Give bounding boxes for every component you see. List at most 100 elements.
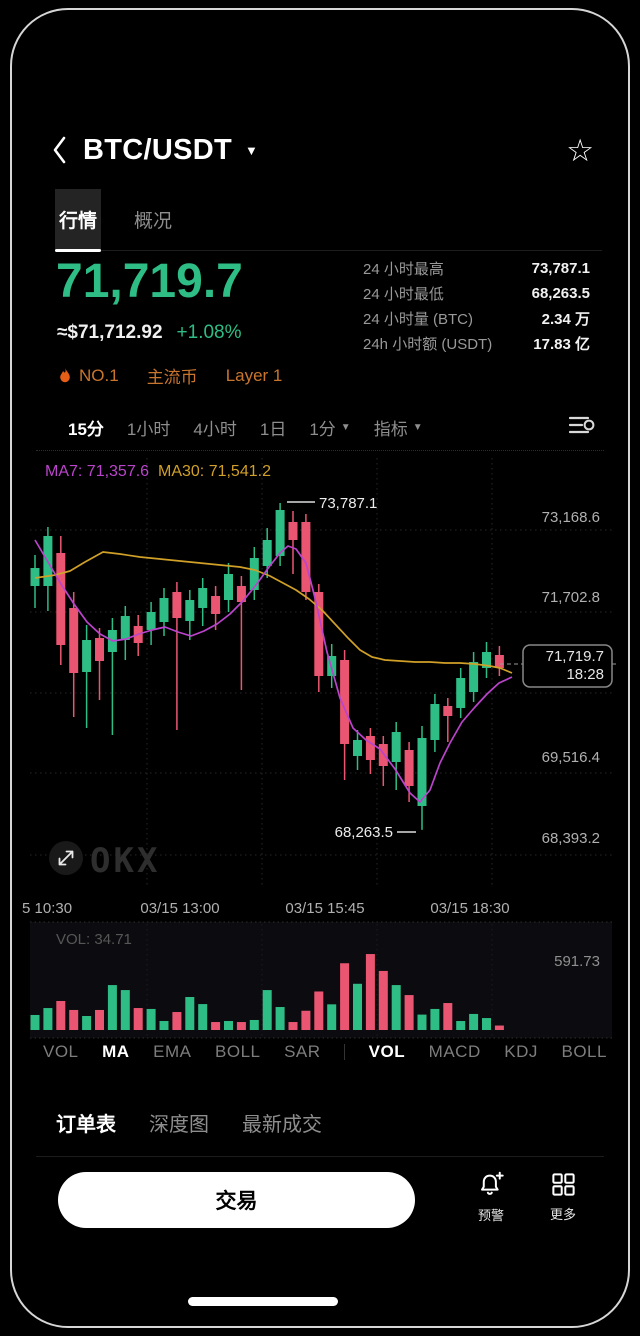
volume-bar — [82, 1016, 92, 1030]
timeframe-bar: 15分 1小时 4小时 1日 1分 ▼ 指标 ▼ — [68, 415, 596, 440]
indicator-vol-sub[interactable]: VOL — [368, 1042, 406, 1061]
candle-body — [482, 652, 491, 668]
home-indicator[interactable] — [188, 1297, 338, 1306]
volume-bar — [365, 954, 375, 1030]
candle-body — [69, 608, 79, 673]
indicator-macd[interactable]: MACD — [428, 1042, 481, 1061]
volume-bar — [159, 1021, 169, 1030]
price-tag-time: 18:28 — [566, 666, 604, 683]
page-title: BTC/USDT — [83, 133, 232, 166]
pair-dropdown-icon[interactable]: ▼ — [245, 142, 258, 158]
tab-depth-chart[interactable]: 深度图 — [149, 1114, 209, 1136]
bottom-tabs: 订单表 深度图 最新成交 — [56, 1108, 322, 1137]
indicator-sar[interactable]: SAR — [284, 1042, 321, 1061]
indicator-ema[interactable]: EMA — [153, 1042, 192, 1061]
indicator-boll-main[interactable]: BOLL — [215, 1042, 261, 1061]
stat-value: 68,263.5 — [531, 285, 590, 302]
indicator-kdj[interactable]: KDJ — [504, 1042, 538, 1061]
candle-body — [314, 592, 324, 676]
more-button[interactable]: 更多 — [535, 1171, 591, 1223]
volume-bar — [172, 1012, 182, 1030]
candlestick-chart[interactable]: MA7: 71,357.6 MA30: 71,541.2 73,787.1 68,26… — [20, 455, 620, 1040]
volume-bar — [69, 1009, 79, 1030]
stat-label: 24h 小时额 (USDT) — [363, 336, 493, 353]
bottom-tabs-divider — [36, 1156, 604, 1157]
tab-quotes[interactable]: 行情 — [55, 189, 102, 252]
timeframe-1h[interactable]: 1小时 — [126, 420, 171, 439]
expand-arrows-icon — [58, 850, 74, 866]
indicator-boll-sub[interactable]: BOLL — [561, 1042, 607, 1061]
volume-bar — [430, 1008, 440, 1030]
interval-dropdown[interactable]: 1分 ▼ — [309, 415, 350, 440]
token-badges: NO.1 主流币 Layer 1 — [58, 363, 310, 388]
stat-row-low: 24 小时最低 68,263.5 — [363, 281, 590, 306]
fiat-value: ≈$71,712.92 — [57, 322, 163, 343]
badge-layer[interactable]: Layer 1 — [225, 365, 283, 385]
interval-dropdown-label: 1分 — [309, 420, 336, 439]
chart-settings-icon[interactable] — [568, 415, 596, 440]
indicator-ma[interactable]: MA — [102, 1042, 130, 1061]
y-axis-label: 68,393.2 — [542, 830, 600, 847]
timeframe-1d[interactable]: 1日 — [259, 420, 287, 439]
indicator-bar: VOL MA EMA BOLL SAR VOL MACD KDJ BOLL — [43, 1042, 607, 1062]
volume-bar — [95, 1009, 104, 1030]
volume-bar — [146, 1008, 156, 1030]
candle-body — [236, 586, 246, 602]
volume-current-label: VOL: 34.71 — [56, 931, 132, 948]
ma7-line — [34, 539, 513, 803]
volume-bar — [404, 995, 414, 1030]
flame-icon — [60, 367, 70, 382]
volume-bar — [275, 1007, 285, 1030]
tab-overview[interactable]: 概况 — [134, 211, 173, 232]
candle-body — [404, 750, 414, 786]
candle-body — [378, 744, 388, 766]
indicator-dropdown-label: 指标 — [373, 420, 408, 439]
tab-latest-trades[interactable]: 最新成交 — [242, 1114, 322, 1136]
candle-body — [443, 706, 453, 716]
volume-bar — [43, 1008, 53, 1030]
tab-order-book[interactable]: 订单表 — [56, 1114, 116, 1136]
indicator-vol-main[interactable]: VOL — [43, 1042, 79, 1061]
stat-row-high: 24 小时最高 73,787.1 — [363, 256, 590, 281]
volume-bar — [224, 1021, 233, 1030]
volume-bar — [417, 1014, 427, 1030]
timeframe-4h[interactable]: 4小时 — [193, 420, 237, 439]
candle-body — [95, 638, 104, 661]
back-icon[interactable] — [52, 135, 68, 165]
volume-bar — [443, 1003, 453, 1030]
indicator-divider — [344, 1044, 346, 1060]
favorite-star-icon[interactable]: ☆ — [566, 132, 594, 168]
x-axis-label: 03/15 13:00 — [140, 900, 219, 917]
candle-body — [456, 678, 466, 708]
price-tag[interactable] — [522, 644, 613, 688]
candle-body — [340, 660, 350, 744]
candle-body — [469, 662, 479, 692]
market-tabs: 行情 概况 — [55, 189, 602, 252]
trade-button[interactable]: 交易 — [58, 1172, 415, 1228]
badge-rank[interactable]: NO.1 — [58, 366, 119, 386]
volume-bar — [314, 991, 324, 1030]
header: BTC/USDT ▼ ☆ — [52, 131, 594, 169]
y-axis-label: 69,516.4 — [542, 749, 600, 766]
badge-rank-label: NO.1 — [79, 365, 119, 385]
badge-category[interactable]: 主流币 — [146, 368, 198, 387]
high-annotation: 73,787.1 — [319, 495, 377, 512]
stats-panel: 24 小时最高 73,787.1 24 小时最低 68,263.5 24 小时量… — [363, 256, 590, 356]
volume-bar — [391, 985, 401, 1030]
indicator-dropdown[interactable]: 指标 ▼ — [374, 415, 423, 440]
ma-label: MA30: 71,541.2 — [158, 463, 271, 480]
volume-bar — [262, 990, 272, 1030]
volume-bar — [288, 1022, 298, 1030]
price-alert-button[interactable]: 预警 — [463, 1171, 519, 1224]
stat-row-turnover: 24h 小时额 (USDT) 17.83 亿 — [363, 331, 590, 356]
timeframe-15m[interactable]: 15分 — [68, 420, 104, 439]
candle-body — [30, 568, 40, 586]
volume-bar — [494, 1025, 504, 1030]
chevron-down-icon: ▼ — [340, 422, 351, 433]
x-axis-label: 03/15 18:30 — [430, 900, 509, 917]
candle-body — [146, 612, 156, 630]
low-annotation: 68,263.5 — [335, 824, 393, 841]
grid-icon — [551, 1173, 575, 1196]
volume-bar — [133, 1008, 143, 1030]
